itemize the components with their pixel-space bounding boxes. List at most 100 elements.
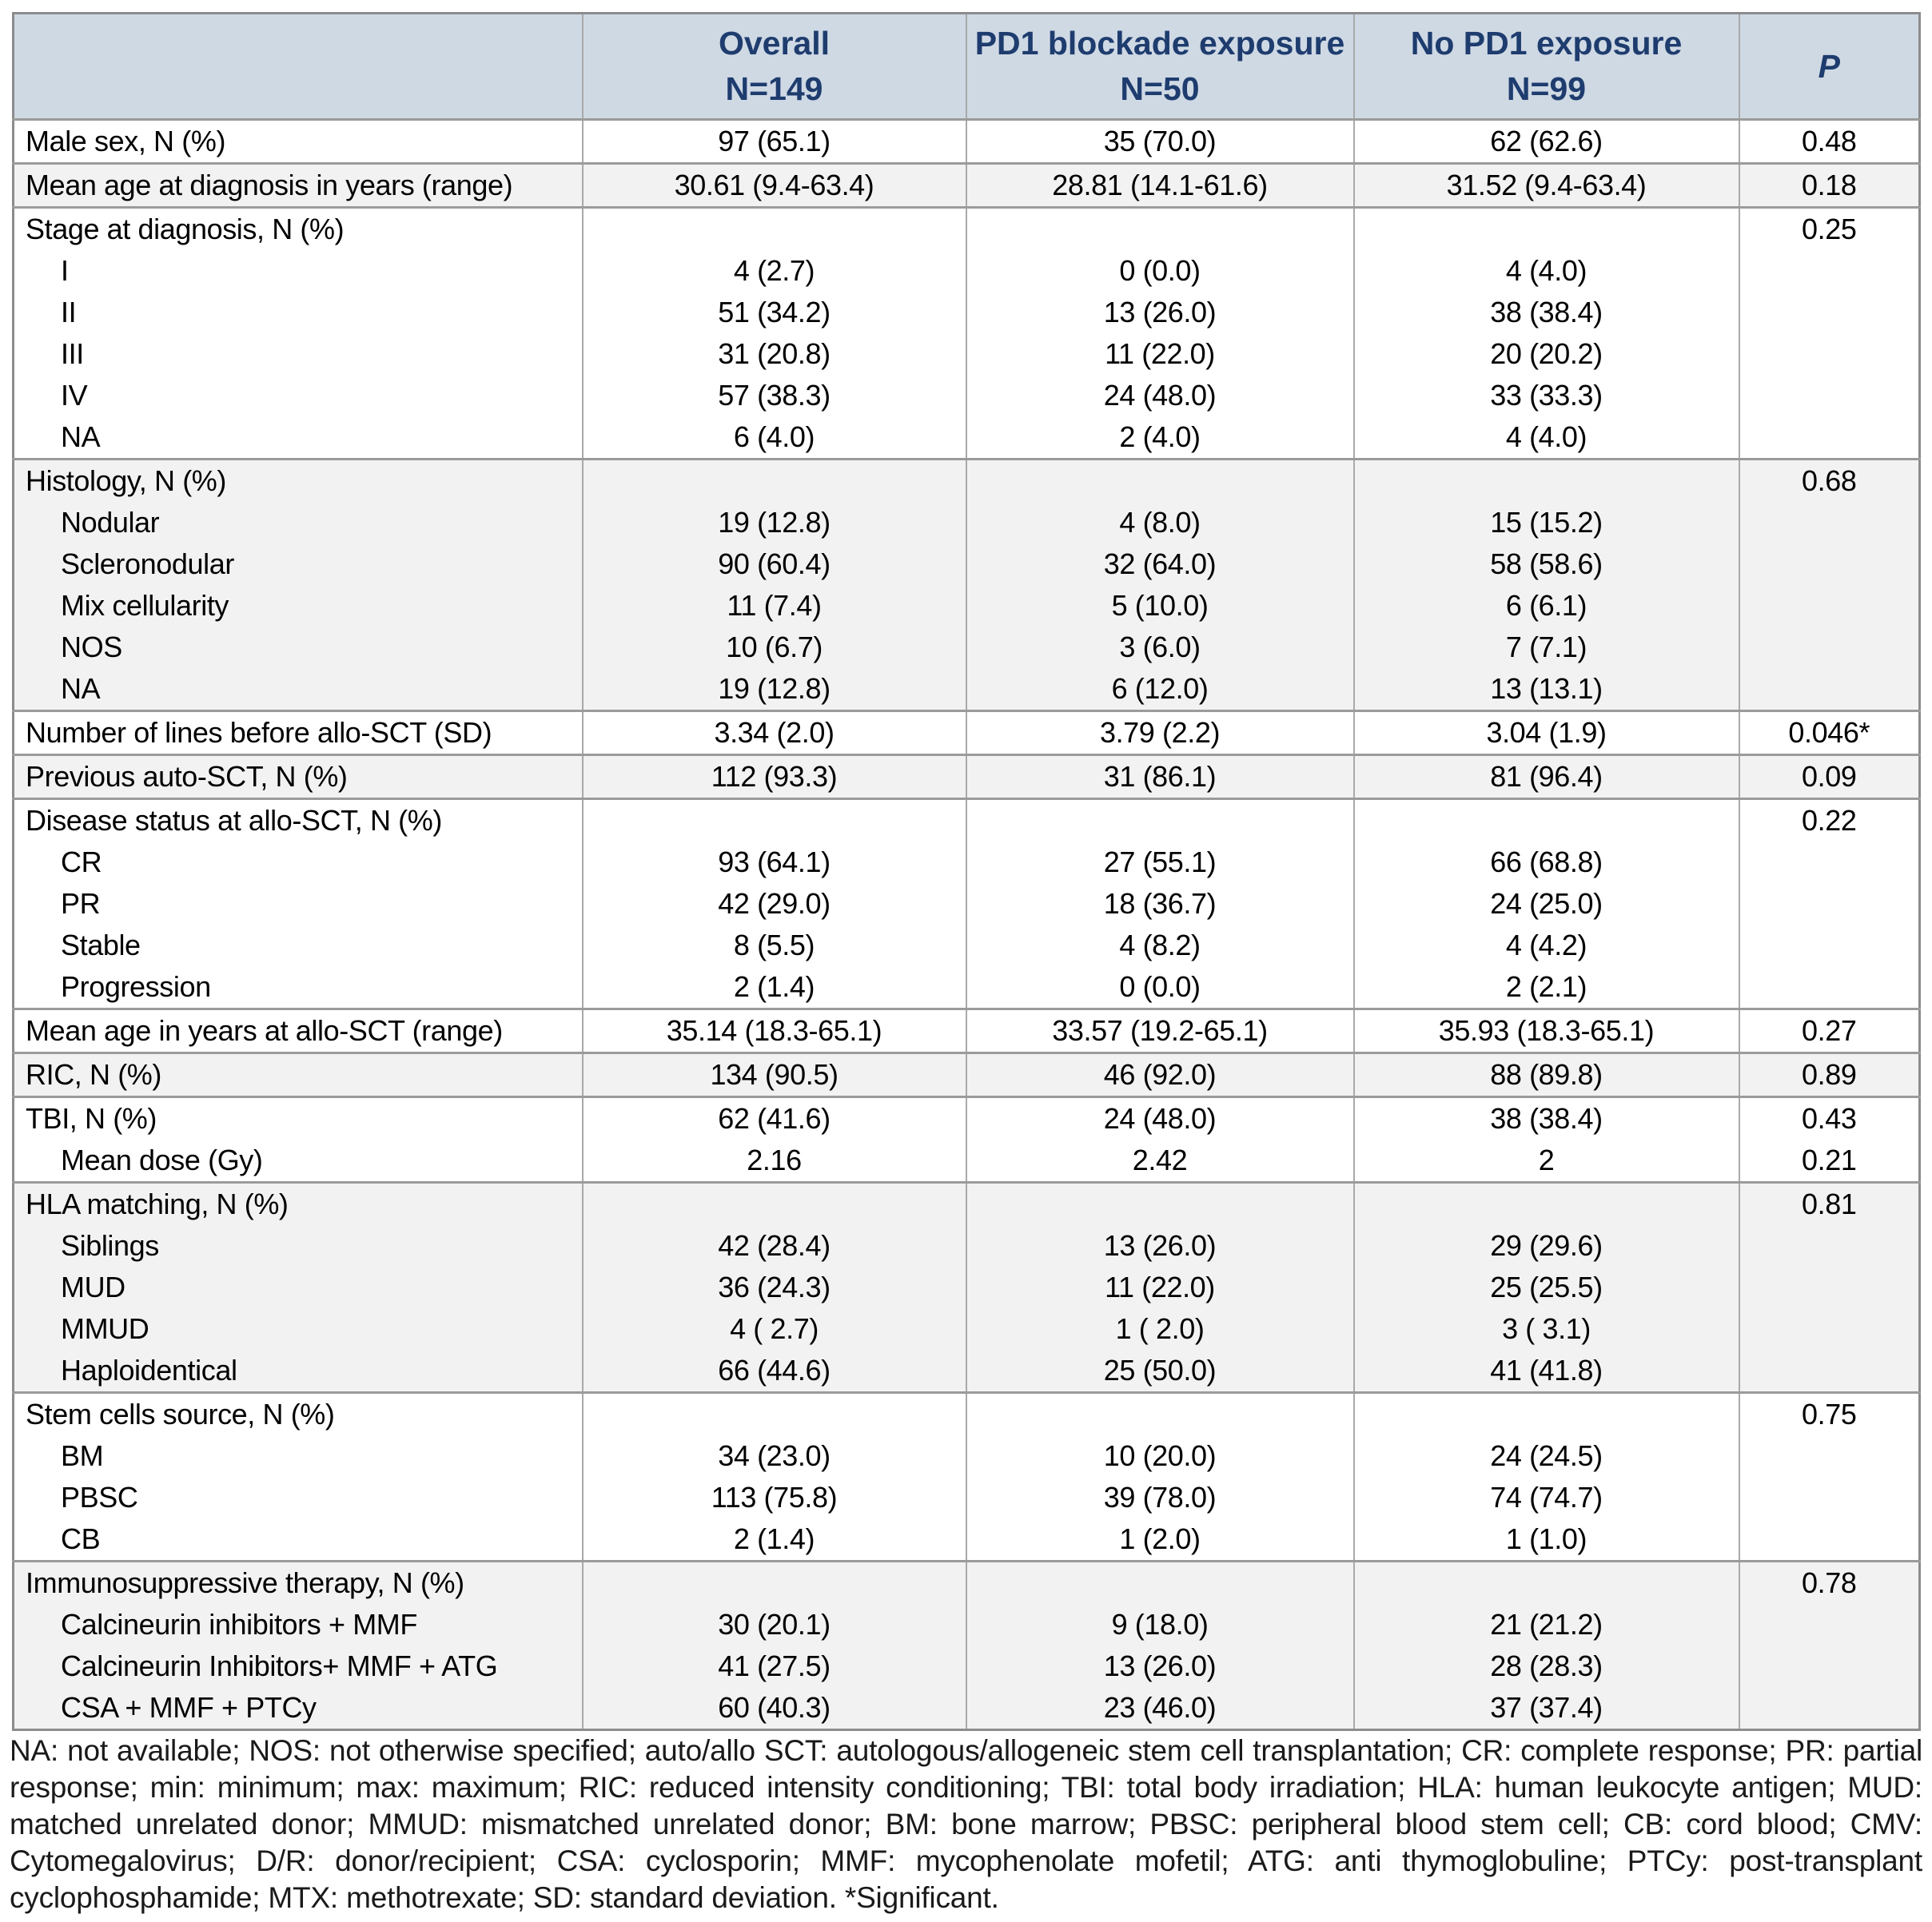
- header-row: Overall N=149 PD1 blockade exposure N=50…: [13, 13, 1920, 121]
- pd1-value: 13 (26.0): [966, 1225, 1355, 1267]
- pd1-value: 46 (92.0): [966, 1052, 1355, 1097]
- no-pd1-value: 3 ( 3.1): [1353, 1308, 1740, 1350]
- p-value: [1739, 416, 1920, 460]
- pd1-value: 25 (50.0): [966, 1350, 1355, 1393]
- pd1-value: 35 (70.0): [966, 118, 1355, 164]
- overall-value: 51 (34.2): [582, 292, 967, 333]
- row-label: HLA matching, N (%): [13, 1181, 584, 1225]
- p-value: 0.81: [1739, 1181, 1920, 1225]
- p-value: 0.25: [1739, 206, 1920, 250]
- p-value: [1739, 250, 1920, 292]
- row-label: Mean age at diagnosis in years (range): [13, 162, 584, 208]
- pd1-value: 11 (22.0): [966, 1267, 1355, 1308]
- no-pd1-value: [1353, 458, 1740, 502]
- row-label: II: [13, 292, 584, 333]
- table-row: Stage at diagnosis, N (%) 0.25: [13, 206, 1920, 250]
- table-row: Previous auto-SCT, N (%) 112 (93.3) 31 (86…: [13, 754, 1920, 799]
- pd1-value: [966, 798, 1355, 842]
- row-label: Number of lines before allo-SCT (SD): [13, 710, 584, 755]
- header-no-pd1-n: N=99: [1506, 70, 1587, 107]
- pd1-value: 18 (36.7): [966, 883, 1355, 925]
- overall-value: 113 (75.8): [582, 1477, 967, 1518]
- pd1-value: 5 (10.0): [966, 585, 1355, 627]
- p-value: [1739, 333, 1920, 375]
- row-label: NA: [13, 668, 584, 711]
- table-row: RIC, N (%) 134 (90.5) 46 (92.0) 88 (89.8) 0.…: [13, 1052, 1920, 1097]
- table-row: Mean age at diagnosis in years (range) 30…: [13, 162, 1920, 208]
- p-value: [1739, 966, 1920, 1009]
- pd1-value: 4 (8.2): [966, 925, 1355, 966]
- pd1-value: 32 (64.0): [966, 543, 1355, 585]
- no-pd1-value: 2: [1353, 1140, 1740, 1183]
- row-label: MMUD: [13, 1308, 584, 1350]
- row-label: Scleronodular: [13, 543, 584, 585]
- table-row: Haploidentical 66 (44.6) 25 (50.0) 41 (41.8…: [13, 1350, 1920, 1393]
- no-pd1-value: 4 (4.0): [1353, 250, 1740, 292]
- overall-value: 4 ( 2.7): [582, 1308, 967, 1350]
- no-pd1-value: 28 (28.3): [1353, 1645, 1740, 1687]
- no-pd1-value: [1353, 798, 1740, 842]
- table-row: NA 6 (4.0) 2 (4.0) 4 (4.0): [13, 416, 1920, 460]
- pd1-value: 1 (2.0): [966, 1518, 1355, 1562]
- row-label: I: [13, 250, 584, 292]
- no-pd1-value: 4 (4.2): [1353, 925, 1740, 966]
- overall-value: 2.16: [582, 1140, 967, 1183]
- overall-value: 31 (20.8): [582, 333, 967, 375]
- table-group: Stem cells source, N (%) 0.75 BM 34 (23.0) 1…: [13, 1391, 1920, 1562]
- table-row: Histology, N (%) 0.68: [13, 458, 1920, 502]
- row-label: TBI, N (%): [13, 1096, 584, 1140]
- no-pd1-value: [1353, 1181, 1740, 1225]
- table-group: Number of lines before allo-SCT (SD) 3.34…: [13, 710, 1920, 755]
- overall-value: 4 (2.7): [582, 250, 967, 292]
- pd1-value: 13 (26.0): [966, 292, 1355, 333]
- no-pd1-value: 37 (37.4): [1353, 1687, 1740, 1730]
- pd1-value: 39 (78.0): [966, 1477, 1355, 1518]
- table-row: Number of lines before allo-SCT (SD) 3.34…: [13, 710, 1920, 755]
- pd1-value: 9 (18.0): [966, 1604, 1355, 1645]
- table-row: Nodular 19 (12.8) 4 (8.0) 15 (15.2): [13, 502, 1920, 543]
- row-label: CB: [13, 1518, 584, 1562]
- p-value: 0.89: [1739, 1052, 1920, 1097]
- row-label: III: [13, 333, 584, 375]
- pd1-value: 3.79 (2.2): [966, 710, 1355, 755]
- overall-value: [582, 1181, 967, 1225]
- overall-value: 2 (1.4): [582, 1518, 967, 1562]
- overall-value: 134 (90.5): [582, 1052, 967, 1097]
- overall-value: 41 (27.5): [582, 1645, 967, 1687]
- characteristics-table-container: Overall N=149 PD1 blockade exposure N=50…: [12, 12, 1921, 1731]
- row-label: MUD: [13, 1267, 584, 1308]
- no-pd1-value: 38 (38.4): [1353, 292, 1740, 333]
- p-value: 0.43: [1739, 1096, 1920, 1140]
- p-value: [1739, 1308, 1920, 1350]
- row-label: Immunosuppressive therapy, N (%): [13, 1560, 584, 1604]
- pd1-value: [966, 1181, 1355, 1225]
- no-pd1-value: 35.93 (18.3-65.1): [1353, 1008, 1740, 1053]
- table-row: Calcineurin Inhibitors+ MMF + ATG 41 (27.…: [13, 1645, 1920, 1687]
- p-value: [1739, 1687, 1920, 1730]
- header-empty-cell: [13, 13, 584, 121]
- footnote: NA: not available; NOS: not otherwise sp…: [10, 1734, 1922, 1914]
- no-pd1-value: 7 (7.1): [1353, 627, 1740, 668]
- header-overall: Overall N=149: [582, 13, 967, 121]
- p-value: 0.09: [1739, 754, 1920, 799]
- pd1-value: 24 (48.0): [966, 375, 1355, 416]
- table-row: II 51 (34.2) 13 (26.0) 38 (38.4): [13, 292, 1920, 333]
- table-row: III 31 (20.8) 11 (22.0) 20 (20.2): [13, 333, 1920, 375]
- pd1-value: 3 (6.0): [966, 627, 1355, 668]
- p-value: [1739, 883, 1920, 925]
- overall-value: 62 (41.6): [582, 1096, 967, 1140]
- overall-value: [582, 1560, 967, 1604]
- header-no-pd1-exposure: No PD1 exposure N=99: [1353, 13, 1740, 121]
- table-row: Scleronodular 90 (60.4) 32 (64.0) 58 (58.6): [13, 543, 1920, 585]
- no-pd1-value: 41 (41.8): [1353, 1350, 1740, 1393]
- table-row: PR 42 (29.0) 18 (36.7) 24 (25.0): [13, 883, 1920, 925]
- overall-value: 2 (1.4): [582, 966, 967, 1009]
- no-pd1-value: 24 (25.0): [1353, 883, 1740, 925]
- pd1-value: 1 ( 2.0): [966, 1308, 1355, 1350]
- p-value: [1739, 502, 1920, 543]
- p-value: [1739, 1435, 1920, 1477]
- no-pd1-value: 2 (2.1): [1353, 966, 1740, 1009]
- p-value: [1739, 1350, 1920, 1393]
- table-row: Mean age in years at allo-SCT (range) 35.…: [13, 1008, 1920, 1053]
- row-label: Stage at diagnosis, N (%): [13, 206, 584, 250]
